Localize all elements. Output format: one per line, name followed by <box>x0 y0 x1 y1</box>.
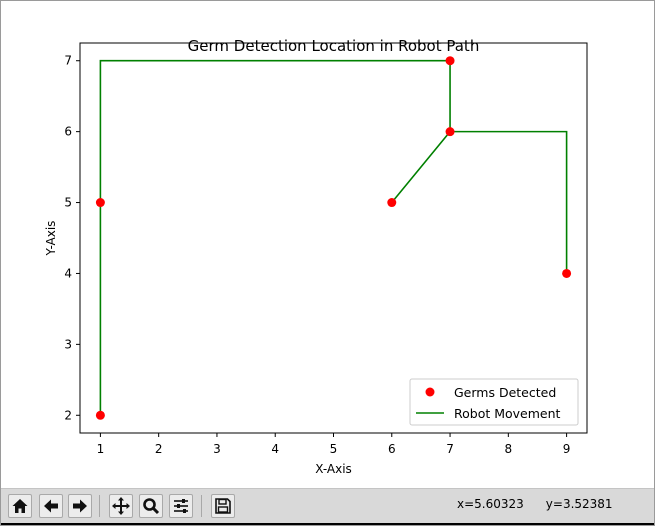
plot-area <box>79 42 588 434</box>
cursor-coordinates: x=5.60323 y=3.52381 <box>457 497 635 511</box>
arrow-right-icon <box>73 499 87 513</box>
x-axis-label: X-Axis <box>315 462 352 476</box>
germ-detected-point <box>387 198 397 208</box>
x-tick-label: 4 <box>271 442 279 456</box>
configure-subplots-button[interactable] <box>169 494 193 518</box>
home-icon <box>12 499 28 513</box>
y-tick-label: 3 <box>64 337 72 351</box>
toolbar-separator <box>99 495 100 517</box>
y-tick-label: 2 <box>64 408 72 422</box>
cursor-x-readout: x=5.60323 <box>457 497 524 511</box>
arrow-left-icon <box>44 499 58 513</box>
y-tick-label: 6 <box>64 125 72 139</box>
y-tick-label: 5 <box>64 196 72 210</box>
cursor-y-readout: y=3.52381 <box>545 497 613 511</box>
zoom-button[interactable] <box>139 494 163 518</box>
x-tick-label: 7 <box>446 442 454 456</box>
y-axis-label: Y-Axis <box>44 221 58 257</box>
germ-detected-point <box>445 127 455 137</box>
y-tick-label: 7 <box>64 54 72 68</box>
legend-marker-germs <box>425 387 435 397</box>
legend-label-robot: Robot Movement <box>454 406 561 421</box>
legend-label-germs: Germs Detected <box>454 385 556 400</box>
floppy-disk-icon <box>215 498 231 514</box>
x-tick-label: 6 <box>388 442 396 456</box>
sliders-icon <box>174 499 188 513</box>
germ-detected-point <box>562 268 572 278</box>
x-tick-label: 3 <box>213 442 221 456</box>
legend-box <box>409 378 579 426</box>
robot-movement-line <box>99 59 568 416</box>
x-tick-label: 8 <box>505 442 513 456</box>
back-button[interactable] <box>39 494 63 518</box>
figure-canvas: Germ Detection Location in Robot Path 1 2 3… <box>44 37 588 476</box>
window-bottom-edge <box>1 523 654 525</box>
germ-detected-point <box>445 56 455 66</box>
magnifier-icon <box>143 498 160 515</box>
y-tick-label: 4 <box>64 266 72 280</box>
forward-button[interactable] <box>68 494 92 518</box>
pan-button[interactable] <box>109 494 133 518</box>
x-tick-label: 2 <box>155 442 163 456</box>
x-tick-label: 9 <box>563 442 571 456</box>
home-button[interactable] <box>8 494 32 518</box>
germ-detected-point <box>95 198 105 208</box>
germ-detected-point <box>95 410 105 420</box>
x-tick-label: 1 <box>97 442 105 456</box>
x-tick-label: 5 <box>330 442 338 456</box>
chart-title: Germ Detection Location in Robot Path <box>188 37 480 55</box>
navigation-toolbar: x=5.60323 y=3.52381 <box>1 488 654 525</box>
move-icon <box>112 497 130 515</box>
toolbar-separator <box>201 495 202 517</box>
save-button[interactable] <box>211 494 235 518</box>
